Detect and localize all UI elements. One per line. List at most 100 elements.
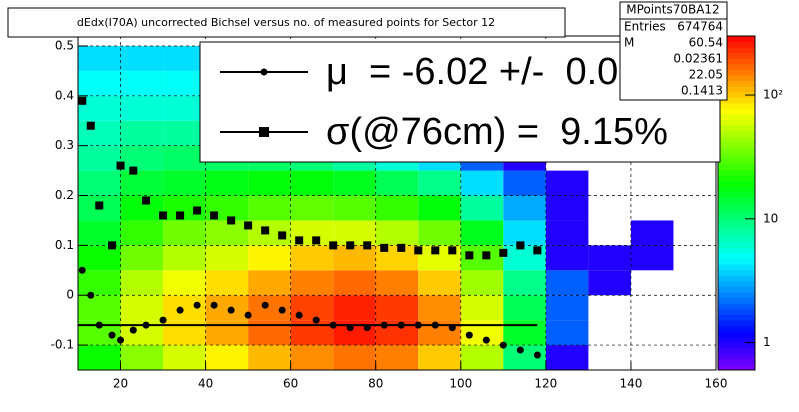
heat-cell [248,345,291,370]
color-bar-segment [718,69,755,76]
heat-cell [503,295,546,321]
heat-cell [545,170,589,196]
color-bar-segment [718,191,755,198]
heat-cell [418,195,461,221]
stats-value: 22.05 [689,68,723,82]
heat-cell [163,70,206,96]
sigma-point [210,211,219,220]
heat-cell [503,170,546,196]
sigma-point [116,161,125,170]
color-bar-segment [718,314,755,321]
color-bar-segment [718,86,755,93]
color-bar-segment [718,241,755,249]
color-bar-segment [718,347,755,354]
heat-cell [290,170,334,196]
heat-cell [333,220,376,246]
stats-title: MPoints70BA12 [626,3,719,17]
sigma-point [414,246,423,255]
sigma-point [380,243,389,252]
color-bar-segment [718,113,755,120]
heat-cell [460,220,504,246]
y-tick-label: 0.5 [55,38,74,52]
heat-cell [205,345,249,370]
sigma-point [448,246,457,255]
y-tick-label: 0.4 [55,88,74,102]
stats-value: 0.02361 [673,52,723,66]
heat-cell [163,245,206,271]
color-bar-segment [718,319,755,326]
color-bar-segment [718,152,755,159]
sigma-point [482,251,491,260]
color-bar-segment [718,247,755,254]
heat-cell [120,295,164,321]
heat-cell [333,245,376,271]
heat-cell [588,245,631,271]
mu-point [244,311,252,319]
heat-cell [120,170,164,196]
legend-label: σ(@76cm) = 9.15% [326,111,668,153]
heat-cell [120,95,164,121]
heat-cell [290,245,334,271]
heat-cell [333,195,376,221]
sigma-point [108,241,117,250]
sigma-point [261,226,270,235]
heat-cell [120,70,164,96]
sigma-point [346,241,355,250]
heat-cell [163,95,206,121]
heat-cell [333,270,376,296]
y-tick-label: 0.3 [55,138,74,152]
stats-box [619,1,728,101]
heat-cell [290,195,334,221]
heat-cell [375,195,419,221]
heat-cell [503,220,546,246]
mu-point [397,321,405,329]
color-bar-segment [718,58,755,65]
sigma-point [499,248,508,257]
color-bar-segment [718,186,755,193]
heat-cell [418,295,461,321]
heat-cell [163,145,206,171]
heat-cell [545,220,589,246]
color-bar-segment [718,41,755,48]
color-bar-segment [718,47,755,54]
z-tick-label: 10 [763,211,778,225]
heat-cell [375,345,419,370]
sigma-point [227,216,236,225]
heat-cell [120,245,164,271]
heat-cell [375,295,419,321]
x-tick-label: 160 [705,377,728,391]
sigma-point [363,241,372,250]
heat-cell [418,170,461,196]
color-bar-segment [718,258,755,265]
color-bar-segment [718,342,755,349]
heat-cell [120,195,164,221]
heat-cell [78,270,121,296]
mu-point [448,324,456,332]
heat-cell [418,345,461,370]
heat-cell [248,320,291,346]
mu-point [129,326,137,334]
title-box [7,7,566,38]
sigma-point [176,211,185,220]
color-bar-segment [718,63,755,70]
mu-point [346,324,354,332]
color-bar-segment [718,108,755,115]
heat-cell [545,345,589,370]
heat-cell [78,295,121,321]
sigma-point [142,196,151,205]
x-tick-label: 20 [113,377,128,391]
color-bar-segment [718,136,755,143]
heat-cell [78,170,121,196]
color-bar-segment [718,164,755,171]
heat-cell [78,245,121,271]
mu-point [516,346,524,354]
color-bar-segment [718,286,755,293]
mu-point [465,331,473,339]
heat-cell [460,195,504,221]
heat-cell [545,195,589,221]
color-bar-segment [718,97,755,104]
color-bar-segment [718,292,755,299]
heat-cell [163,270,206,296]
mu-point [414,321,422,329]
